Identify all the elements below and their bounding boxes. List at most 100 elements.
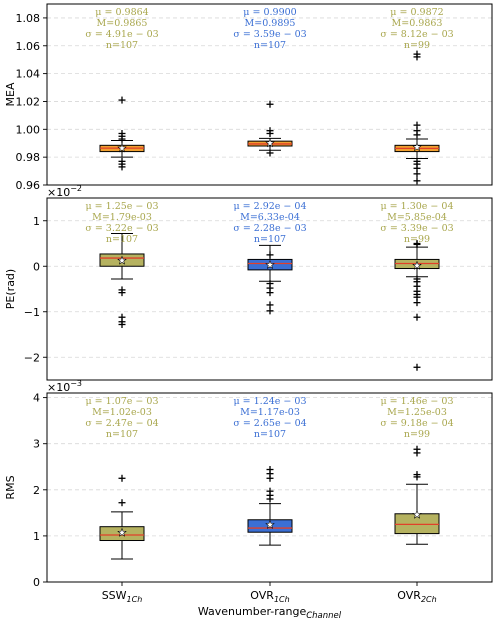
outlier-point (266, 289, 274, 297)
mean-marker (412, 509, 422, 519)
outlier-point (266, 466, 274, 474)
mean-marker (412, 142, 422, 152)
y-scale-exponent: ×10−3 (47, 379, 82, 394)
mean-marker (117, 255, 127, 265)
outlier-point (413, 471, 421, 479)
stat-label: σ = 8.12e − 03 (380, 29, 453, 40)
axes-frame (46, 392, 493, 583)
mea-panel: 0.96 0.98 1.00 1.02 1.04 1.06 1.08 MEA μ = 0.986… (4, 3, 493, 192)
x-tick-label: SSW1Ch (102, 589, 143, 604)
x-tick-label: OVR1Ch (250, 589, 289, 604)
pe-panel: −2 −1 0 1 PE(rad) ×10−2μ = 1.25e − 03M=1.79e-… (4, 184, 493, 381)
stat-label: M=0.9895 (245, 18, 296, 29)
x-axis-label: Wavenumber-rangeChannel (198, 605, 342, 619)
stat-label: M=1.79e-03 (92, 212, 152, 223)
mean-marker (117, 143, 127, 153)
stat-label: σ = 2.47e − 04 (85, 418, 158, 429)
outlier-point (413, 50, 421, 58)
stat-label: M=1.17e-03 (240, 407, 300, 418)
y-tick-label: −1 (24, 306, 40, 319)
box-1: μ = 1.07e − 03M=1.02e-03σ = 2.47e − 04n=… (85, 396, 159, 560)
outlier-point (118, 157, 126, 165)
stat-label: n=107 (106, 429, 138, 440)
y-tick-label: 1.00 (16, 123, 41, 136)
stat-label: σ = 2.65e − 04 (233, 418, 306, 429)
stat-label: M=6.33e-04 (240, 212, 300, 223)
stat-label: M=0.9863 (392, 18, 443, 29)
outlier-point (413, 299, 421, 307)
y-tick-label: 1.02 (16, 95, 41, 108)
stat-label: μ = 1.46e − 03 (380, 396, 453, 407)
y-tick-label: 0 (33, 260, 40, 273)
stat-label: M=1.02e-03 (92, 407, 152, 418)
box-3: μ = 1.30e − 04M=5.85e-04σ = 3.39e − 03n=… (380, 201, 454, 371)
stat-label: μ = 1.30e − 04 (380, 201, 453, 212)
outlier-point (413, 363, 421, 371)
y-axis-label: RMS (4, 475, 17, 499)
outlier-point (413, 121, 421, 129)
box-1: μ = 1.25e − 03M=1.79e-03σ = 3.22e − 03n=… (85, 201, 159, 328)
stat-label: μ = 0.9900 (243, 7, 296, 18)
outlier-point (266, 487, 274, 495)
outlier-point (118, 474, 126, 482)
box-2: μ = 2.92e − 04M=6.33e-04σ = 2.28e − 03n=… (233, 201, 307, 315)
stat-label: μ = 1.25e − 03 (85, 201, 158, 212)
stat-label: M=0.9865 (97, 18, 148, 29)
y-tick-label: 1.06 (16, 40, 41, 53)
outlier-point (118, 320, 126, 328)
outlier-point (413, 177, 421, 185)
outlier-point (413, 157, 421, 165)
axes-frame (46, 3, 493, 186)
stat-label: μ = 1.24e − 03 (233, 396, 306, 407)
mean-marker (412, 260, 422, 270)
y-tick-label: 0.98 (16, 151, 41, 164)
outlier-point (413, 240, 421, 248)
y-tick-label: 2 (33, 484, 40, 497)
stat-label: σ = 3.22e − 03 (85, 223, 158, 234)
stat-label: μ = 0.9864 (95, 7, 148, 18)
stat-label: σ = 9.18e − 04 (380, 418, 453, 429)
y-tick-label: 1.08 (16, 12, 41, 25)
stat-label: n=99 (404, 234, 430, 245)
y-tick-label: 1.04 (16, 68, 41, 81)
stat-label: n=107 (106, 40, 138, 51)
y-axis-label: MEA (4, 82, 17, 106)
stat-label: n=107 (106, 234, 138, 245)
x-tick-label: OVR2Ch (397, 589, 436, 604)
axes-frame (46, 197, 493, 381)
stat-label: n=107 (254, 234, 286, 245)
stat-label: σ = 2.28e − 03 (233, 223, 306, 234)
outlier-point (266, 301, 274, 309)
outlier-point (266, 149, 274, 157)
outlier-point (266, 127, 274, 135)
stat-label: M=1.25e-03 (387, 407, 447, 418)
y-tick-label: 4 (33, 392, 40, 405)
mean-marker (265, 519, 275, 529)
mean-marker (265, 259, 275, 269)
outlier-point (266, 251, 274, 259)
stat-label: n=99 (404, 40, 430, 51)
stat-label: σ = 3.59e − 03 (233, 29, 306, 40)
stat-label: n=107 (254, 429, 286, 440)
outlier-point (266, 307, 274, 315)
y-tick-label: 1 (33, 215, 40, 228)
stat-label: n=107 (254, 40, 286, 51)
box-3: μ = 1.46e − 03M=1.25e-03σ = 9.18e − 04n=… (380, 396, 454, 545)
y-scale-exponent: ×10−2 (47, 184, 82, 199)
y-axis-label: PE(rad) (4, 269, 17, 309)
stat-label: μ = 0.9872 (390, 7, 443, 18)
y-tick-label: 0.96 (16, 179, 41, 192)
stat-label: μ = 1.07e − 03 (85, 396, 158, 407)
stat-label: n=99 (404, 429, 430, 440)
outlier-point (413, 313, 421, 321)
outlier-point (118, 499, 126, 507)
outlier-point (118, 96, 126, 104)
y-tick-label: 1 (33, 530, 40, 543)
stat-label: σ = 3.39e − 03 (380, 223, 453, 234)
outlier-point (413, 445, 421, 453)
outlier-point (266, 100, 274, 108)
